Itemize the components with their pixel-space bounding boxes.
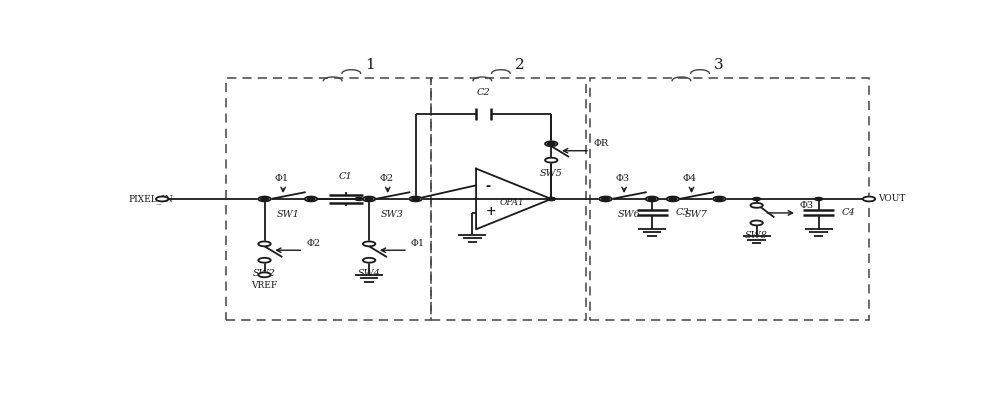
Circle shape (602, 197, 609, 201)
Circle shape (305, 197, 317, 201)
Circle shape (646, 197, 658, 201)
Circle shape (412, 197, 420, 201)
Circle shape (648, 197, 656, 201)
Circle shape (363, 258, 375, 263)
Text: VREF: VREF (251, 281, 278, 290)
Text: C3: C3 (675, 208, 689, 217)
Circle shape (156, 197, 168, 201)
Text: SW3: SW3 (381, 210, 404, 219)
Bar (590, 78, 869, 320)
Text: Φ1: Φ1 (411, 239, 425, 248)
Text: C4: C4 (842, 208, 856, 217)
Circle shape (545, 141, 557, 146)
Text: Φ3: Φ3 (615, 174, 630, 183)
Circle shape (547, 142, 555, 145)
Circle shape (258, 242, 271, 246)
Circle shape (307, 197, 315, 201)
Circle shape (750, 221, 763, 225)
Circle shape (261, 197, 268, 201)
Circle shape (716, 197, 723, 201)
Circle shape (863, 197, 875, 201)
Text: +: + (485, 204, 496, 217)
Text: SW2: SW2 (253, 269, 276, 278)
Text: C2: C2 (477, 88, 490, 97)
Text: SW6: SW6 (617, 210, 640, 219)
Circle shape (667, 197, 679, 201)
Circle shape (713, 197, 726, 201)
Circle shape (545, 158, 557, 163)
Text: VOUT: VOUT (878, 195, 906, 203)
Circle shape (363, 197, 375, 201)
Text: 2: 2 (515, 58, 525, 72)
Text: Φ4: Φ4 (683, 174, 697, 183)
Text: SW5: SW5 (540, 169, 563, 178)
Circle shape (258, 197, 271, 201)
Text: Φ2: Φ2 (306, 239, 320, 248)
Text: ΦR: ΦR (594, 139, 609, 148)
Circle shape (753, 197, 761, 201)
Text: SW7: SW7 (685, 210, 708, 219)
Bar (431, 78, 586, 320)
Text: Φ2: Φ2 (379, 174, 393, 183)
Text: SW1: SW1 (276, 210, 299, 219)
Circle shape (815, 197, 822, 201)
Circle shape (409, 197, 422, 201)
Text: -: - (485, 180, 490, 193)
Circle shape (669, 197, 677, 201)
Text: PIXEL_IN: PIXEL_IN (128, 194, 173, 204)
Text: Φ1: Φ1 (274, 174, 289, 183)
Circle shape (355, 197, 363, 201)
Text: SW4: SW4 (358, 269, 381, 278)
Text: C1: C1 (339, 172, 353, 181)
Text: 3: 3 (714, 58, 724, 72)
Circle shape (365, 197, 373, 201)
Text: OPA1: OPA1 (500, 197, 525, 206)
Circle shape (599, 197, 612, 201)
Text: Φ3: Φ3 (799, 201, 813, 210)
Circle shape (258, 258, 271, 263)
Circle shape (547, 197, 555, 201)
Text: SW8: SW8 (745, 231, 768, 240)
Circle shape (258, 272, 271, 277)
Circle shape (750, 203, 763, 208)
Text: 1: 1 (365, 58, 375, 72)
Circle shape (547, 197, 555, 201)
Bar (226, 78, 431, 320)
Circle shape (363, 242, 375, 246)
